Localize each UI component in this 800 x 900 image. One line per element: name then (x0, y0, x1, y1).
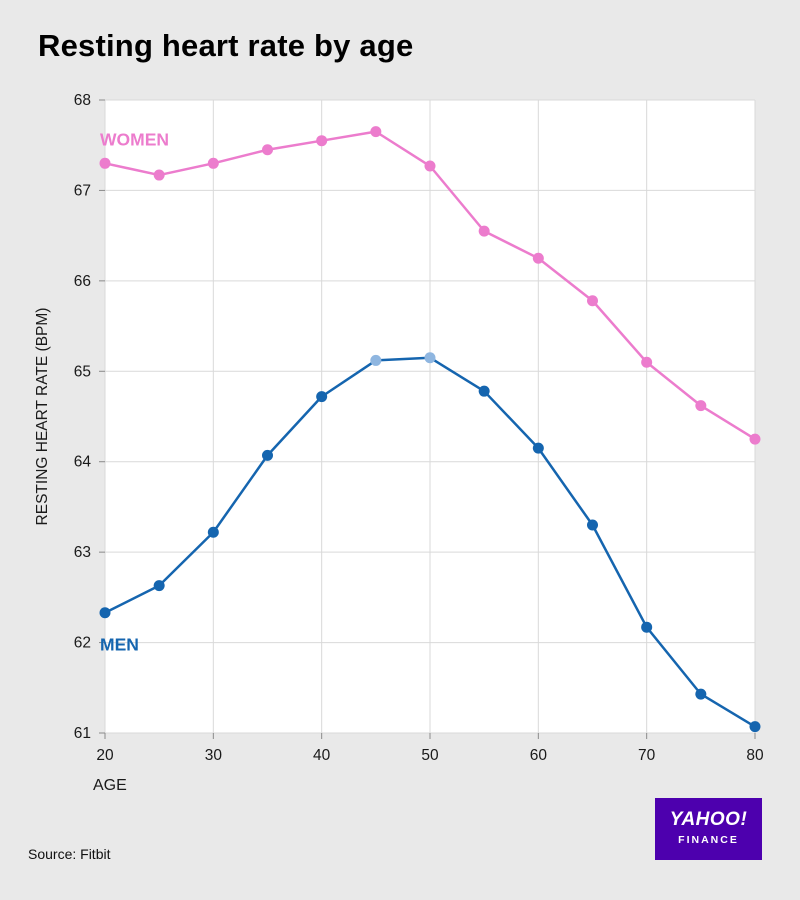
x-tick-label: 60 (530, 747, 548, 764)
tick-marks (99, 99, 756, 739)
source-credit: Source: Fitbit (28, 846, 111, 862)
y-tick-label: 65 (74, 363, 91, 380)
data-point (749, 433, 761, 445)
y-tick-label: 67 (74, 182, 91, 199)
data-point (641, 621, 653, 633)
data-point (424, 160, 436, 172)
y-tick-label: 63 (74, 544, 91, 561)
y-tick-label: 62 (74, 635, 91, 652)
chart-title: Resting heart rate by age (38, 28, 414, 63)
y-tick-label: 64 (74, 454, 92, 471)
y-tick-label: 61 (74, 725, 91, 742)
data-point (695, 400, 707, 412)
data-point (532, 252, 544, 264)
data-point (641, 356, 653, 368)
y-tick-label: 68 (74, 92, 91, 109)
data-point (478, 225, 490, 237)
data-point (587, 519, 598, 531)
y-axis-title: RESTING HEART RATE (BPM) (34, 308, 51, 526)
data-point (99, 157, 111, 169)
x-tick-label: 80 (746, 747, 764, 764)
data-point (207, 157, 219, 169)
data-point (207, 526, 219, 538)
data-point (587, 295, 598, 307)
series-men: MEN (99, 352, 761, 733)
x-axis-title: AGE (93, 777, 127, 794)
series-label-men: MEN (100, 635, 139, 655)
data-point (424, 352, 436, 364)
data-point (478, 385, 490, 397)
data-point (370, 354, 382, 366)
yahoo-finance-logo: YAHOO! FINANCE (655, 798, 762, 860)
data-point (153, 169, 165, 181)
series-women: WOMEN (99, 126, 761, 445)
data-point (749, 721, 761, 733)
x-tick-label: 40 (313, 747, 331, 764)
data-point (316, 135, 328, 147)
data-point (316, 391, 328, 403)
data-point (695, 688, 707, 700)
data-point (370, 126, 382, 138)
data-point (99, 607, 111, 619)
data-point (532, 442, 544, 454)
data-point (262, 449, 273, 461)
x-tick-label: 70 (638, 747, 656, 764)
y-tick-label: 66 (74, 273, 91, 290)
data-point (262, 144, 273, 156)
series-label-women: WOMEN (100, 129, 169, 149)
x-tick-label: 50 (421, 747, 439, 764)
yahoo-logo-text: YAHOO! (669, 809, 748, 830)
gridlines (104, 99, 756, 734)
x-tick-label: 20 (96, 747, 114, 764)
x-tick-label: 30 (205, 747, 223, 764)
y-axis-tick-labels: 61 62 63 64 65 66 67 68 (74, 92, 92, 742)
finance-logo-text: FINANCE (678, 834, 739, 846)
x-axis-tick-labels: 20 30 40 50 60 70 80 (96, 747, 764, 764)
data-point (153, 580, 165, 592)
